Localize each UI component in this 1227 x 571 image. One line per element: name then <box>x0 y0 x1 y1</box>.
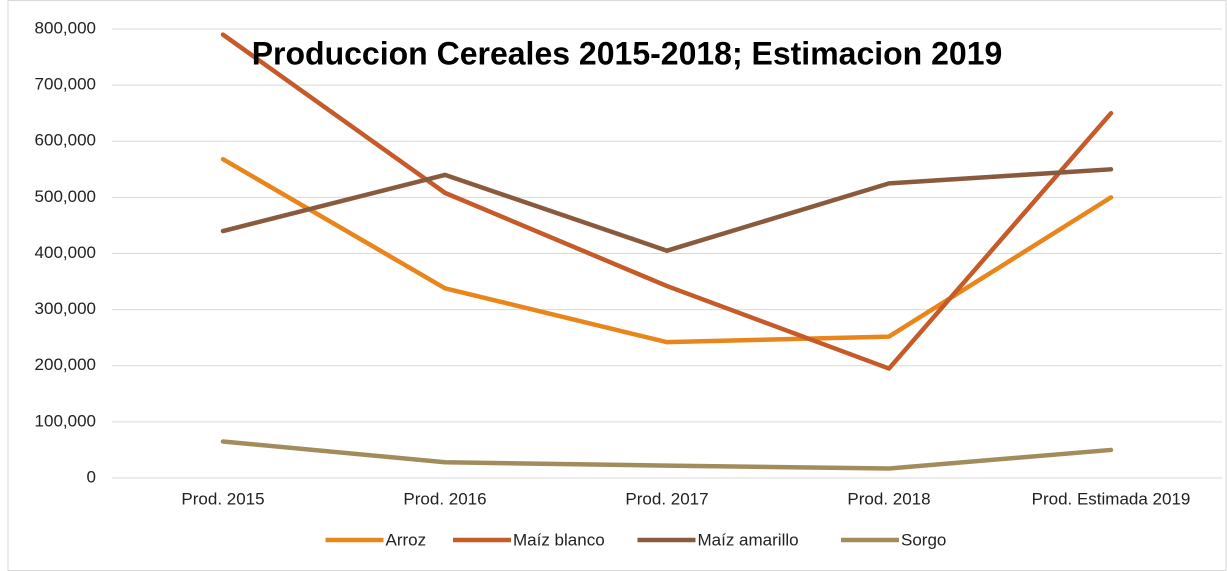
x-tick-label: Prod. 2015 <box>181 489 264 508</box>
series-line <box>220 32 1114 371</box>
y-tick-label: 300,000 <box>35 299 96 318</box>
legend-label: Maíz blanco <box>513 530 605 549</box>
y-tick-label: 200,000 <box>35 355 96 374</box>
series-line <box>220 167 1114 253</box>
y-tick-label: 700,000 <box>35 75 96 94</box>
legend-label: Arroz <box>386 530 427 549</box>
y-tick-label: 400,000 <box>35 243 96 262</box>
x-tick-label: Prod. 2017 <box>625 489 708 508</box>
y-tick-label: 0 <box>87 467 96 486</box>
y-tick-label: 800,000 <box>35 18 96 37</box>
x-tick-label: Prod. 2016 <box>403 489 486 508</box>
y-tick-label: 500,000 <box>35 187 96 206</box>
chart-title: Produccion Cereales 2015-2018; Estimacio… <box>252 35 1003 71</box>
legend-label: Maíz amarillo <box>698 530 799 549</box>
x-tick-label: Prod. Estimada 2019 <box>1032 489 1191 508</box>
series-line <box>220 439 1114 471</box>
y-tick-label: 600,000 <box>35 131 96 150</box>
chart-border <box>7 0 1227 571</box>
legend-label: Sorgo <box>901 530 946 549</box>
series-line <box>220 156 1114 345</box>
y-tick-label: 100,000 <box>35 411 96 430</box>
x-tick-label: Prod. 2018 <box>847 489 930 508</box>
